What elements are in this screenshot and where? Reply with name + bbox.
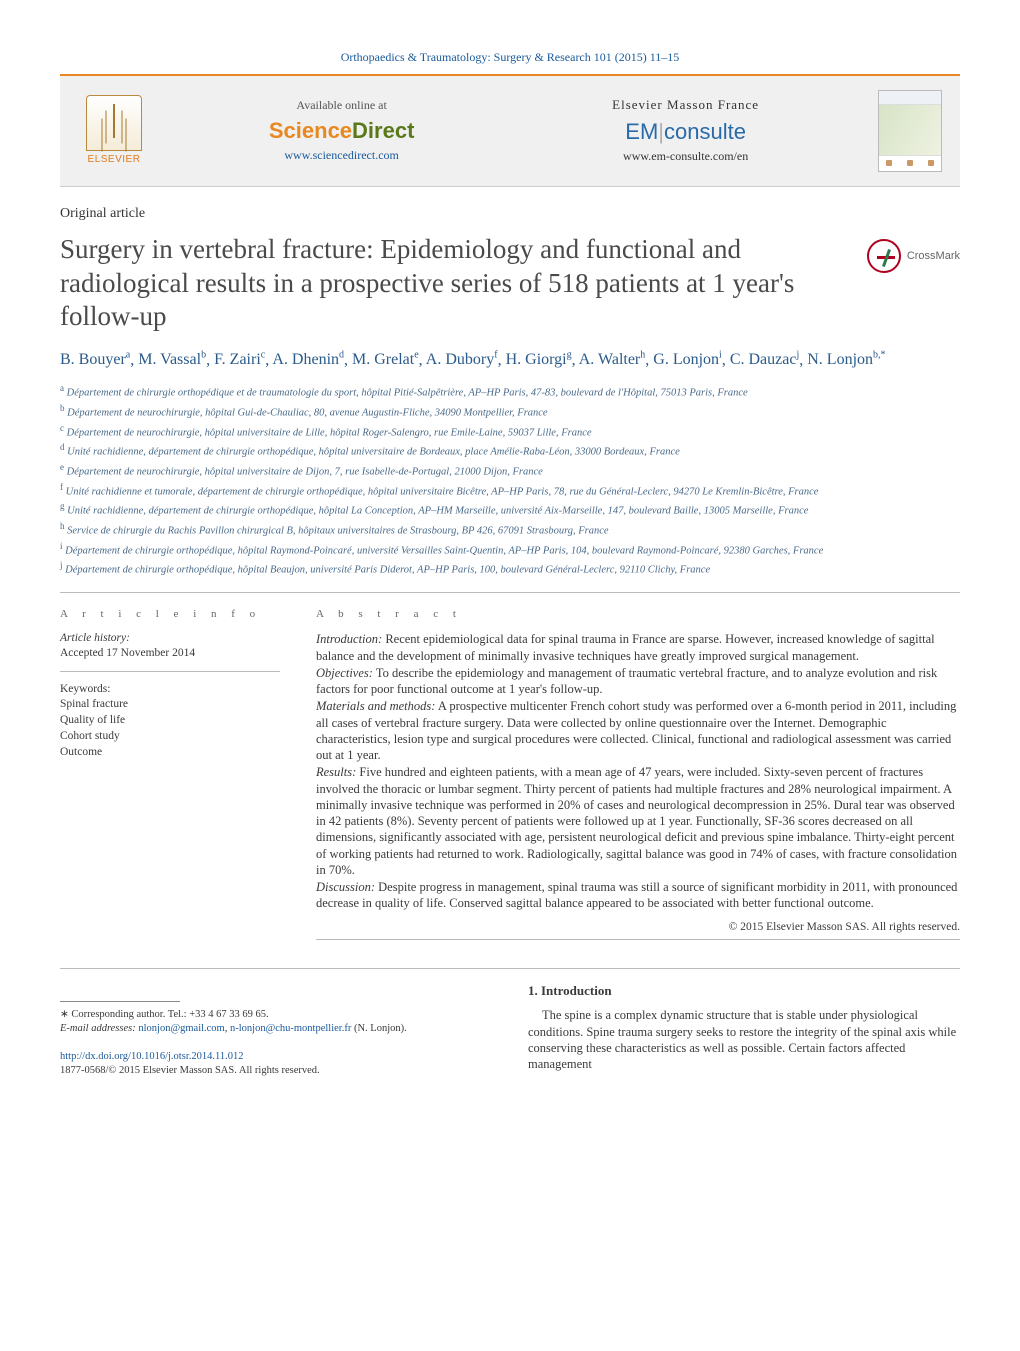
divider [60,592,960,593]
elsevier-tree-icon [86,95,142,151]
elsevier-wordmark: ELSEVIER [88,153,141,166]
corr-email-tail: (N. Lonjon). [354,1023,407,1034]
abstract-segment: Materials and methods: A prospective mul… [316,698,960,763]
affiliation: g Unité rachidienne, département de chir… [60,500,960,519]
affiliation: f Unité rachidienne et tumorale, départe… [60,481,960,500]
keywords-block: Keywords: Spinal fractureQuality of life… [60,682,280,760]
affiliation: a Département de chirurgie orthopédique … [60,382,960,401]
author: A. Walterh [579,351,646,368]
author: G. Lonjoni [653,351,722,368]
keyword: Cohort study [60,729,280,744]
crossmark-label: CrossMark [907,249,960,263]
emconsulte-block: Elsevier Masson France EM|consulte www.e… [612,97,759,164]
crossmark-badge[interactable]: CrossMark [867,239,960,273]
abstract-segment: Results: Five hundred and eighteen patie… [316,764,960,878]
article-history-label: Article history: [60,631,280,646]
author: C. Dauzacj [730,351,799,368]
abstract-segment: Objectives: To describe the epidemiology… [316,665,960,698]
doi-link[interactable]: http://dx.doi.org/10.1016/j.otsr.2014.11… [60,1051,243,1062]
sciencedirect-logo: ScienceDirect [269,117,415,146]
sciencedirect-block: Available online at ScienceDirect www.sc… [269,98,415,164]
intro-paragraph: The spine is a complex dynamic structure… [528,1007,960,1072]
sd-word-direct: Direct [352,118,414,143]
article-info-heading: a r t i c l e i n f o [60,607,280,621]
author: H. Giorgig [506,351,572,368]
crossmark-icon [867,239,901,273]
affiliation: e Département de neurochirurgie, hôpital… [60,461,960,480]
article-info-column: a r t i c l e i n f o Article history: A… [60,607,280,959]
em-word-consulte: consulte [664,119,746,144]
affiliation: i Département de chirurgie orthopédique,… [60,540,960,559]
keywords-label: Keywords: [60,682,280,697]
journal-header: Orthopaedics & Traumatology: Surgery & R… [60,50,960,66]
elsevier-masson-label: Elsevier Masson France [612,97,759,114]
affiliation: j Département de chirurgie orthopédique,… [60,559,960,578]
article-type: Original article [60,205,960,223]
author: N. Lonjonb,* [807,351,885,368]
article-title: Surgery in vertebral fracture: Epidemiol… [60,233,847,334]
keyword: Outcome [60,745,280,760]
article-accepted-date: Accepted 17 November 2014 [60,646,280,661]
corr-author-line: ∗ Corresponding author. Tel.: +33 4 67 3… [60,1008,492,1022]
corresponding-author-footnote: ∗ Corresponding author. Tel.: +33 4 67 3… [60,1008,492,1036]
author: F. Zairic [214,351,265,368]
keyword: Spinal fracture [60,697,280,712]
article-history-block: Article history: Accepted 17 November 20… [60,631,280,672]
author-list: B. Bouyera, M. Vassalb, F. Zairic, A. Dh… [60,348,960,372]
author: M. Grelate [352,351,419,368]
sd-word-science: Science [269,118,352,143]
abstract-heading: a b s t r a c t [316,607,960,621]
abstract-segment: Discussion: Despite progress in manageme… [316,879,960,912]
journal-cover-thumbnail [878,90,942,172]
intro-heading: 1. Introduction [528,983,960,1000]
affiliation: h Service de chirurgie du Rachis Pavillo… [60,520,960,539]
elsevier-logo: ELSEVIER [78,95,150,166]
abstract-column: a b s t r a c t Introduction: Recent epi… [316,607,960,959]
abstract-segment: Introduction: Recent epidemiological dat… [316,631,960,664]
left-body-column: ∗ Corresponding author. Tel.: +33 4 67 3… [60,983,492,1078]
divider [60,968,960,969]
affiliation: c Département de neurochirurgie, hôpital… [60,422,960,441]
sciencedirect-url[interactable]: www.sciencedirect.com [269,148,415,164]
affiliation: b Département de neurochirurgie, hôpital… [60,402,960,421]
author: A. Duboryf [426,351,498,368]
email-label: E-mail addresses: [60,1023,136,1034]
keyword: Quality of life [60,713,280,728]
affiliation: d Unité rachidienne, département de chir… [60,441,960,460]
author: A. Dhenind [272,351,344,368]
corr-email-1[interactable]: nlonjon@gmail.com [138,1023,224,1034]
publisher-band: ELSEVIER Available online at ScienceDire… [60,74,960,187]
issn-copyright-line: 1877-0568/© 2015 Elsevier Masson SAS. Al… [60,1064,492,1078]
corr-email-2[interactable]: n-lonjon@chu-montpellier.fr [230,1023,351,1034]
author: B. Bouyera [60,351,130,368]
affiliation-list: a Département de chirurgie orthopédique … [60,382,960,578]
divider [316,939,960,940]
author: M. Vassalb [138,351,206,368]
footnote-rule [60,1001,180,1002]
abstract-copyright: © 2015 Elsevier Masson SAS. All rights r… [316,920,960,935]
doi-line: http://dx.doi.org/10.1016/j.otsr.2014.11… [60,1050,492,1064]
available-online-label: Available online at [269,98,415,114]
emconsulte-logo: EM|consulte [612,118,759,147]
emconsulte-url[interactable]: www.em-consulte.com/en [612,149,759,165]
right-body-column: 1. Introduction The spine is a complex d… [528,983,960,1078]
em-word-em: EM [625,119,658,144]
